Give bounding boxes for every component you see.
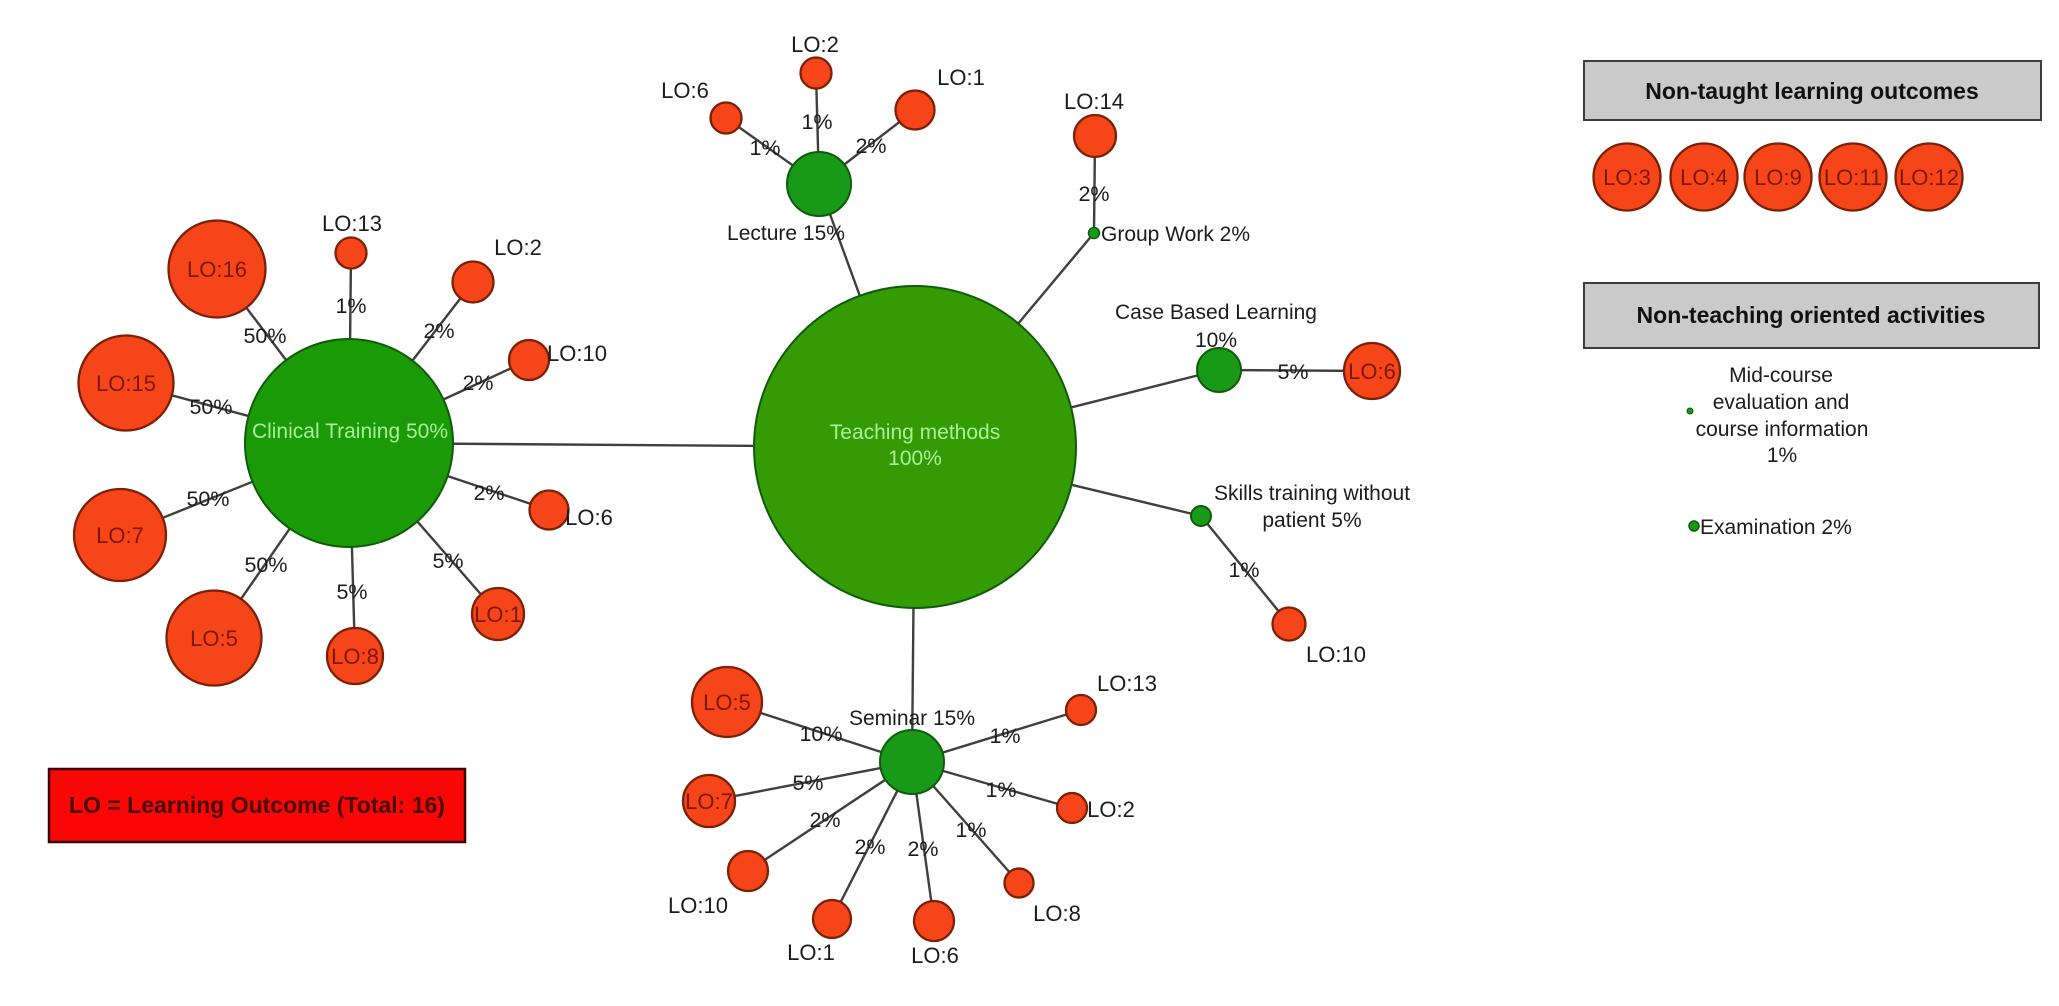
svg-text:LO:13: LO:13 [322, 211, 382, 236]
svg-text:10%: 10% [799, 722, 842, 746]
svg-text:5%: 5% [1277, 360, 1308, 384]
svg-text:LO:3: LO:3 [1603, 165, 1651, 190]
svg-text:2%: 2% [855, 134, 886, 158]
svg-text:LO:6: LO:6 [565, 505, 613, 530]
svg-text:LO:14: LO:14 [1064, 89, 1124, 114]
svg-text:LO:4: LO:4 [1680, 165, 1728, 190]
svg-text:LO:5: LO:5 [703, 690, 751, 715]
svg-text:1%: 1% [985, 778, 1016, 802]
svg-text:LO:16: LO:16 [187, 257, 247, 282]
svg-text:LO:2: LO:2 [494, 235, 542, 260]
svg-text:Mid-course: Mid-course [1729, 364, 1833, 387]
svg-text:50%: 50% [186, 487, 229, 511]
svg-text:1%: 1% [989, 724, 1020, 748]
svg-text:Non-taught learning outcomes: Non-taught learning outcomes [1645, 78, 1979, 104]
svg-text:1%: 1% [1228, 558, 1259, 582]
svg-text:Case Based Learning: Case Based Learning [1115, 301, 1317, 324]
svg-text:LO = Learning Outcome (Total:: LO = Learning Outcome (Total: 16) [69, 792, 445, 818]
svg-text:50%: 50% [189, 395, 232, 419]
svg-text:LO:15: LO:15 [96, 371, 156, 396]
svg-text:2%: 2% [1078, 182, 1109, 206]
svg-text:5%: 5% [336, 580, 367, 604]
svg-text:2%: 2% [809, 808, 840, 832]
svg-text:LO:1: LO:1 [787, 940, 835, 965]
svg-text:LO:7: LO:7 [96, 523, 144, 548]
svg-text:evaluation and: evaluation and [1713, 391, 1850, 414]
svg-text:50%: 50% [244, 553, 287, 577]
svg-text:LO:12: LO:12 [1899, 165, 1959, 190]
svg-text:course information: course information [1696, 418, 1869, 441]
svg-text:2%: 2% [473, 481, 504, 505]
svg-text:Clinical Training 50%: Clinical Training 50% [252, 420, 448, 443]
svg-text:2%: 2% [462, 371, 493, 395]
svg-text:LO:11: LO:11 [1824, 165, 1882, 190]
svg-text:2%: 2% [423, 319, 454, 343]
svg-text:LO:10: LO:10 [668, 893, 728, 918]
svg-text:Skills training without: Skills training without [1214, 482, 1410, 505]
svg-text:LO:1: LO:1 [937, 65, 985, 90]
svg-text:LO:1: LO:1 [474, 602, 522, 627]
svg-text:10%: 10% [1195, 329, 1237, 352]
svg-text:LO:6: LO:6 [911, 943, 959, 968]
svg-text:100%: 100% [888, 447, 942, 470]
svg-text:LO:2: LO:2 [1087, 797, 1135, 822]
svg-text:LO:2: LO:2 [791, 32, 839, 57]
svg-text:1%: 1% [955, 818, 986, 842]
svg-text:LO:6: LO:6 [661, 78, 709, 103]
svg-text:5%: 5% [792, 771, 823, 795]
svg-text:LO:10: LO:10 [547, 341, 607, 366]
svg-text:LO:9: LO:9 [1754, 165, 1802, 190]
svg-text:LO:5: LO:5 [190, 626, 238, 651]
svg-text:LO:10: LO:10 [1306, 642, 1366, 667]
svg-text:1%: 1% [1767, 444, 1797, 467]
svg-text:5%: 5% [432, 549, 463, 573]
svg-text:50%: 50% [243, 324, 286, 348]
svg-text:2%: 2% [854, 835, 885, 859]
svg-text:LO:13: LO:13 [1097, 671, 1157, 696]
svg-text:LO:8: LO:8 [1033, 901, 1081, 926]
svg-text:1%: 1% [749, 136, 780, 160]
svg-text:2%: 2% [907, 837, 938, 861]
svg-text:Group Work 2%: Group Work 2% [1101, 223, 1250, 246]
svg-text:1%: 1% [335, 294, 366, 318]
svg-text:patient 5%: patient 5% [1262, 509, 1361, 532]
svg-text:LO:8: LO:8 [331, 644, 379, 669]
svg-text:1%: 1% [801, 110, 832, 134]
svg-text:LO:7: LO:7 [685, 789, 733, 814]
svg-text:Examination 2%: Examination 2% [1700, 516, 1852, 539]
svg-text:LO:6: LO:6 [1348, 359, 1396, 384]
svg-text:Non-teaching oriented activiti: Non-teaching oriented activities [1637, 302, 1986, 328]
svg-text:Teaching methods: Teaching methods [830, 421, 1000, 444]
svg-text:Seminar 15%: Seminar 15% [849, 707, 975, 730]
svg-text:Lecture 15%: Lecture 15% [727, 222, 845, 245]
